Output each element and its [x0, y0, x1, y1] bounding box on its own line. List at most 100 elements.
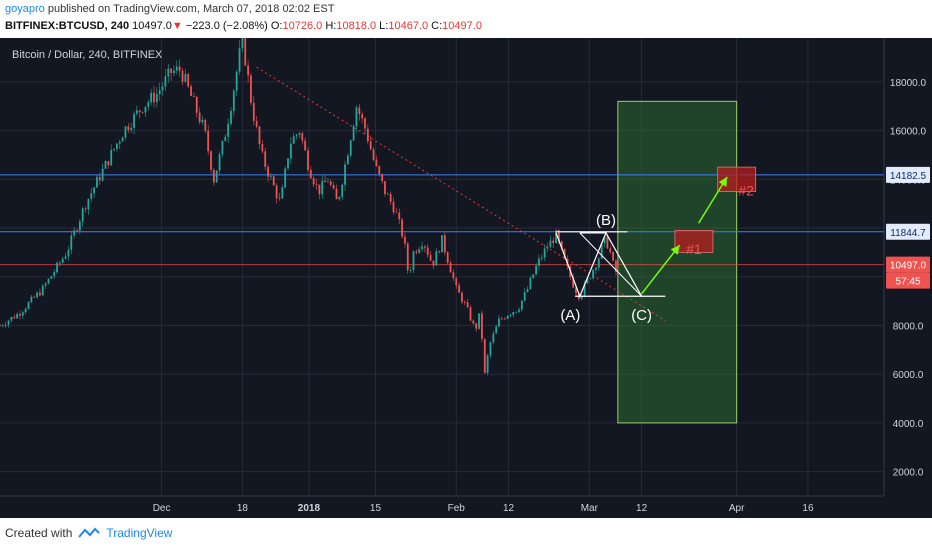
- author-link[interactable]: goyapro: [5, 3, 45, 15]
- candle-body: [76, 230, 78, 232]
- candle-body: [398, 212, 401, 220]
- candle-body: [158, 90, 161, 95]
- candle-body: [423, 246, 426, 248]
- candle-body: [409, 270, 412, 271]
- candle-body: [520, 300, 523, 310]
- candle-body: [381, 174, 384, 182]
- candle-body: [247, 65, 249, 76]
- candle-series: [0, 38, 617, 376]
- candle-body: [198, 112, 201, 123]
- candle-body: [615, 260, 617, 272]
- candle-body: [41, 285, 44, 296]
- candle-body: [472, 320, 475, 324]
- candle-body: [155, 94, 158, 103]
- candle-body: [469, 307, 472, 321]
- candle-body: [138, 110, 141, 112]
- y-tick-label: 4000.0: [893, 419, 924, 430]
- candle-body: [515, 311, 518, 313]
- candle-body: [435, 251, 438, 266]
- chart-background: [0, 38, 932, 518]
- candle-body: [207, 130, 210, 152]
- candle-body: [281, 187, 284, 199]
- arrow-c-to-1: [641, 244, 681, 295]
- candle-body: [523, 292, 526, 301]
- candle-body: [595, 267, 597, 270]
- leg-bc: [605, 232, 643, 297]
- candle-body: [221, 141, 224, 155]
- candle-body: [509, 314, 512, 316]
- candle-body: [270, 176, 272, 178]
- created-with-text: Created with: [5, 526, 73, 540]
- candle-body: [395, 212, 398, 214]
- candle-body: [375, 159, 378, 167]
- candle-body: [275, 185, 278, 199]
- candle-body: [215, 170, 218, 183]
- high-value: 10818.0: [336, 20, 377, 32]
- chart-title: Bitcoin / Dollar, 240, BITFINEX: [12, 49, 163, 61]
- price-tag-bg: [886, 223, 930, 240]
- candle-body: [466, 302, 469, 308]
- candle-body: [452, 272, 455, 279]
- candle-body: [506, 315, 509, 319]
- candle-body: [244, 38, 247, 66]
- candle-body: [39, 292, 41, 296]
- candle-body: [124, 126, 127, 138]
- candle-body: [252, 102, 255, 121]
- candle-body: [307, 150, 309, 170]
- open-value: 10726.0: [282, 20, 323, 32]
- candle-body: [53, 272, 56, 277]
- candle-body: [526, 288, 529, 293]
- candle-body: [258, 126, 261, 145]
- projection-zone: [617, 100, 738, 424]
- candle-body: [10, 317, 13, 321]
- candle-body: [463, 302, 466, 303]
- candle-body: [535, 265, 538, 275]
- candle-body: [344, 164, 346, 185]
- candle-body: [84, 208, 87, 210]
- candle-body: [201, 119, 204, 123]
- candle-body: [227, 123, 230, 137]
- candle-body: [364, 118, 366, 129]
- candle-body: [318, 184, 321, 195]
- candle-body: [555, 230, 557, 244]
- candle-body: [418, 249, 421, 253]
- candle-body: [13, 317, 16, 319]
- candle-body: [603, 236, 606, 244]
- candle-body: [147, 102, 150, 107]
- tradingview-brand-link[interactable]: TradingView: [106, 526, 173, 540]
- y-tick-label: 6000.0: [893, 370, 924, 381]
- candle-body: [58, 262, 61, 264]
- open-label: O:: [270, 20, 283, 32]
- down-arrow-icon: ▼: [171, 20, 183, 32]
- candle-body: [133, 113, 135, 128]
- pattern-label: #2: [738, 182, 754, 198]
- candle-body: [332, 185, 335, 189]
- candle-body: [426, 247, 429, 255]
- candle-body: [287, 158, 289, 169]
- candle-body: [301, 133, 304, 141]
- candle-body: [563, 248, 566, 259]
- candle-body: [47, 278, 50, 284]
- candle-body: [16, 314, 19, 319]
- candle-body: [552, 240, 555, 244]
- candle-body: [386, 193, 389, 195]
- candle-body: [218, 154, 221, 171]
- price-chart[interactable]: (A) (B) (C) #1 #2 Bitcoin / Dollar, 240, BIT…: [0, 38, 932, 518]
- candle-body: [187, 74, 190, 87]
- candle-body: [355, 107, 358, 127]
- pattern-label: (C): [631, 307, 652, 324]
- target-box-1: [674, 230, 714, 253]
- x-axis-ticks: Dec 18 2018 15 Feb 12 Mar 12 Apr 16: [153, 503, 814, 514]
- x-tick-label: 15: [370, 503, 382, 514]
- candle-body: [144, 106, 147, 113]
- pattern-label: (A): [560, 307, 580, 324]
- x-tick-label: Dec: [153, 503, 171, 514]
- candle-body: [87, 198, 90, 210]
- candle-body: [93, 187, 96, 194]
- candle-body: [264, 151, 267, 167]
- y-tick-label: 18000.0: [890, 78, 927, 89]
- low-label: L:: [379, 20, 389, 32]
- symbol-label: BITFINEX:BTCUSD, 240: [5, 20, 130, 32]
- x-tick-label: 12: [503, 503, 515, 514]
- high-label: H:: [325, 20, 337, 32]
